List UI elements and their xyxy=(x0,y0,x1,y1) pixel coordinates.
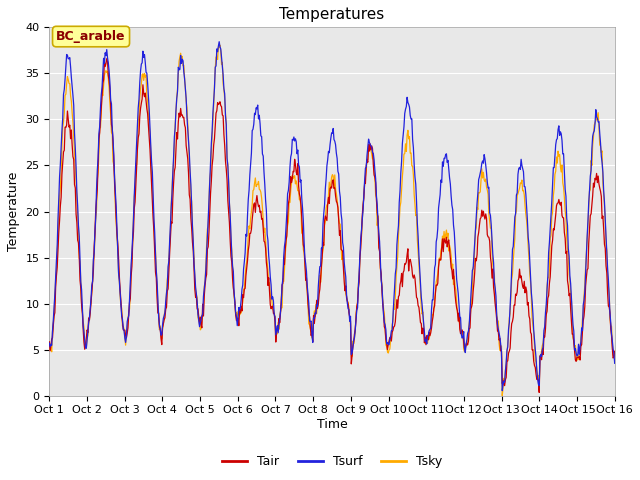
X-axis label: Time: Time xyxy=(317,418,348,431)
Legend: Tair, Tsurf, Tsky: Tair, Tsurf, Tsky xyxy=(217,450,447,473)
Text: BC_arable: BC_arable xyxy=(56,30,126,43)
Title: Temperatures: Temperatures xyxy=(280,7,385,22)
Y-axis label: Temperature: Temperature xyxy=(7,172,20,251)
